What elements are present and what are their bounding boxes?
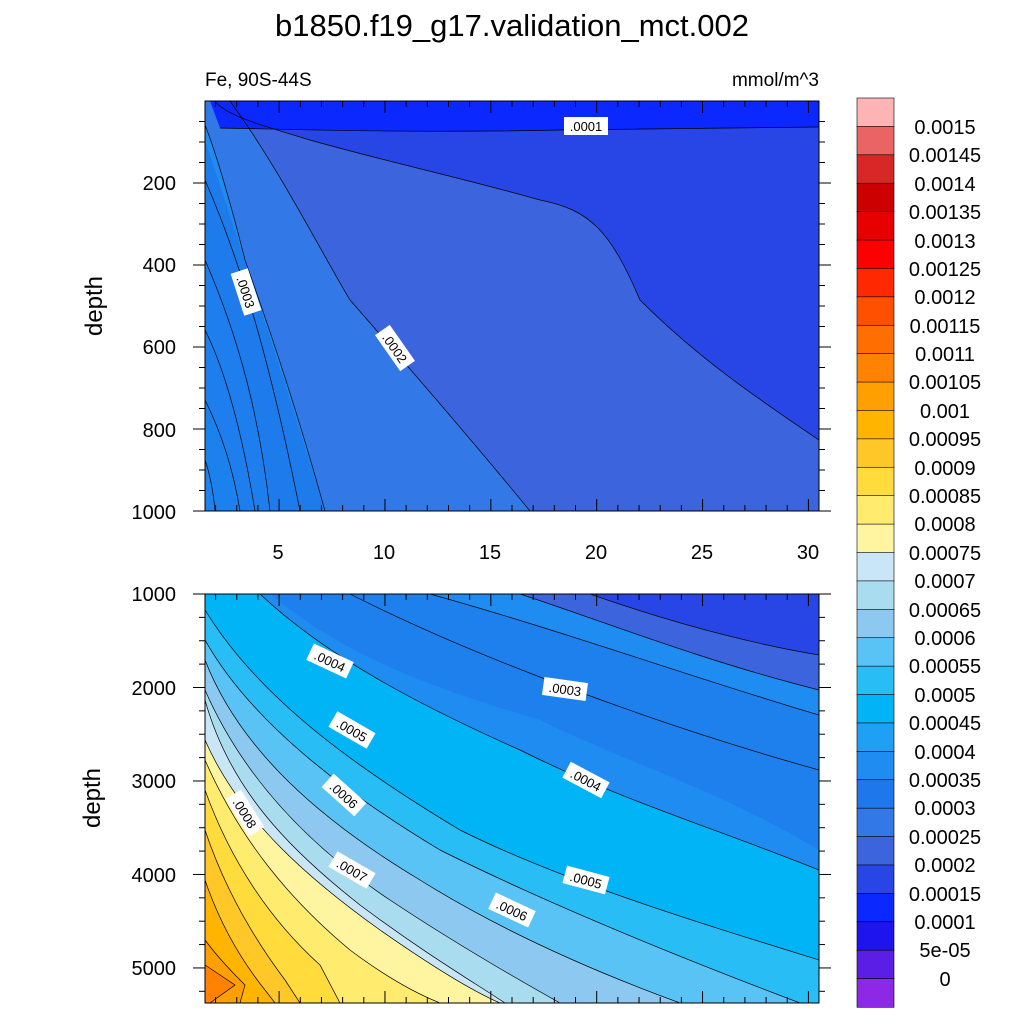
subtitle-left: Fe, 90S-44S <box>205 70 312 91</box>
colorbar-box <box>856 296 895 326</box>
colorbar-box <box>856 609 895 639</box>
colorbar-labels: 0.0015 0.00145 0.0014 0.00135 0.0013 0.0… <box>909 117 981 991</box>
colorbar-box <box>856 211 895 241</box>
lower-y-tick-label: 2000 <box>132 678 177 700</box>
subtitle-right: mmol/m^3 <box>732 70 819 91</box>
colorbar-label: 0.00065 <box>909 600 981 622</box>
colorbar-label: 0.0003 <box>914 798 975 820</box>
colorbar-label: 0.00055 <box>909 656 981 678</box>
upper-y-tick-label: 600 <box>143 337 176 359</box>
colorbar-label: 0.0005 <box>914 685 975 707</box>
colorbar-box <box>856 324 895 355</box>
upper-panel: .0001 .0003 .0002 depth <box>81 100 831 512</box>
lower-ticks <box>193 593 831 1003</box>
colorbar-label: 0.00075 <box>909 543 981 565</box>
upper-y-axis-label: depth <box>81 276 108 336</box>
colorbar-label: 0.0014 <box>914 174 975 196</box>
colorbar-box <box>856 665 895 696</box>
colorbar-box <box>856 836 895 866</box>
colorbar-label: 0.00125 <box>909 259 981 281</box>
colorbar-label: 0 <box>939 969 950 991</box>
upper-x-tick-label: 30 <box>797 542 819 564</box>
colorbar-box <box>856 438 895 468</box>
colorbar-label: 0.00045 <box>909 713 981 735</box>
upper-y-tick-label: 400 <box>143 255 176 277</box>
colorbar-box <box>856 268 895 298</box>
colorbar-label: 0.0008 <box>914 514 975 536</box>
upper-x-tick-label: 10 <box>373 542 395 564</box>
upper-ticks <box>193 101 831 512</box>
lower-y-tick-label: 3000 <box>132 771 177 793</box>
upper-contour-fill <box>205 101 819 511</box>
lower-y-tick-label: 4000 <box>132 865 177 887</box>
colorbar-label: 0.00105 <box>909 372 981 394</box>
lower-y-axis-label: depth <box>79 768 106 828</box>
colorbar-label: 0.00035 <box>909 770 981 792</box>
colorbar-box <box>856 353 895 383</box>
colorbar-box <box>856 466 895 497</box>
colorbar-box <box>856 182 895 213</box>
upper-contour-labels: .0001 .0003 .0002 <box>230 117 608 372</box>
upper-contour-lines <box>205 101 819 511</box>
colorbar-label: 0.00115 <box>910 316 981 338</box>
colorbar-box <box>856 949 895 980</box>
colorbar-box <box>856 552 895 582</box>
colorbar-box <box>856 893 895 923</box>
upper-y-tick-label: 800 <box>143 420 176 442</box>
colorbar-box <box>856 154 895 184</box>
contour-label: .0001 <box>570 119 603 134</box>
colorbar-box <box>856 580 895 610</box>
lower-y-tick-label: 5000 <box>132 958 177 980</box>
colorbar-label: 0.0004 <box>914 742 975 764</box>
colorbar-label: 0.00095 <box>909 429 981 451</box>
colorbar-box <box>856 523 895 554</box>
colorbar-box <box>856 978 895 1008</box>
colorbar-label: 0.001 <box>920 401 970 423</box>
colorbar-label: 0.0002 <box>914 855 975 877</box>
colorbar <box>856 97 895 1008</box>
upper-y-tick-label: 1000 <box>132 502 177 524</box>
colorbar-box <box>856 807 895 838</box>
colorbar-label: 0.0011 <box>915 344 975 366</box>
colorbar-box <box>856 751 895 781</box>
colorbar-label: 5e-05 <box>919 940 970 962</box>
colorbar-box <box>856 239 895 270</box>
upper-x-tick-label: 15 <box>479 542 501 564</box>
colorbar-box <box>856 381 895 412</box>
colorbar-label: 0.0013 <box>914 231 975 253</box>
lower-contour-labels: .0004 .0003 .0005 .0004 .0006 .0005 .000… <box>225 643 610 928</box>
lower-contour-fill <box>205 594 819 1003</box>
colorbar-box <box>856 864 895 894</box>
upper-x-tick-label: 5 <box>272 542 283 564</box>
tick-labels: 5 10 15 20 25 30 200 400 600 800 1000 10… <box>132 173 820 980</box>
colorbar-label: 0.00025 <box>909 827 981 849</box>
colorbar-label: 0.0006 <box>914 628 975 650</box>
colorbar-label: 0.00085 <box>909 486 981 508</box>
lower-panel: .0004 .0003 .0005 .0004 .0006 .0005 .000… <box>79 593 831 1004</box>
colorbar-label: 0.0009 <box>914 458 975 480</box>
colorbar-box <box>856 637 895 667</box>
colorbar-box <box>856 126 895 156</box>
colorbar-label: 0.0007 <box>914 571 975 593</box>
lower-y-tick-label: 1000 <box>132 584 177 606</box>
upper-y-tick-label: 200 <box>143 173 176 195</box>
contour-label: .0003 <box>548 680 582 699</box>
colorbar-box <box>856 722 895 752</box>
colorbar-box <box>856 694 895 724</box>
colorbar-box <box>856 410 895 440</box>
colorbar-box <box>856 97 895 128</box>
colorbar-label: 0.00145 <box>909 145 981 167</box>
colorbar-label: 0.00135 <box>909 202 981 224</box>
colorbar-box <box>856 921 895 951</box>
colorbar-label: 0.00015 <box>909 884 981 906</box>
colorbar-box <box>856 495 895 525</box>
upper-x-tick-label: 20 <box>585 542 607 564</box>
colorbar-label: 0.0012 <box>914 287 975 309</box>
colorbar-label: 0.0015 <box>914 117 975 139</box>
colorbar-label: 0.0001 <box>914 912 975 934</box>
colorbar-box <box>856 779 895 809</box>
chart-title: b1850.f19_g17.validation_mct.002 <box>275 8 749 43</box>
upper-x-tick-label: 25 <box>691 542 713 564</box>
